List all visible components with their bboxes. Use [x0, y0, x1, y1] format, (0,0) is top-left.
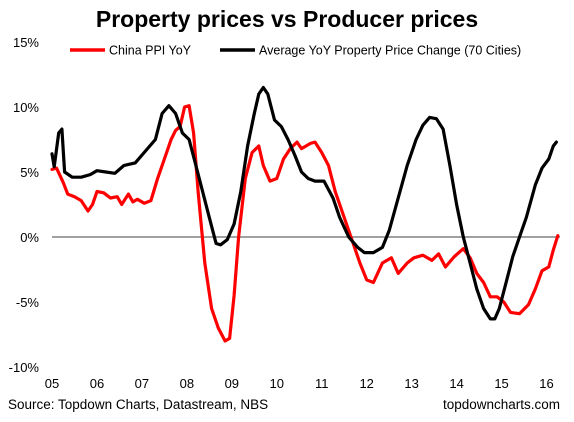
y-tick-label: 5%: [20, 165, 39, 180]
y-tick-label: 0%: [20, 230, 39, 245]
brand-label: topdowncharts.com: [443, 397, 560, 412]
y-tick-label: 15%: [13, 35, 39, 50]
legend-label-ppi: China PPI YoY: [109, 44, 192, 58]
y-tick-label: -5%: [16, 295, 40, 310]
source-note: Source: Topdown Charts, Datastream, NBS: [8, 397, 268, 412]
legend: China PPI YoY Average YoY Property Price…: [70, 44, 521, 58]
x-tick-label: 14: [449, 376, 463, 391]
plot-lines: [50, 85, 560, 343]
x-tick-label: 15: [494, 376, 508, 391]
y-tick-label: 10%: [13, 100, 39, 115]
chart-title: Property prices vs Producer prices: [96, 6, 478, 32]
x-tick-label: 05: [45, 376, 59, 391]
x-tick-label: 11: [315, 376, 329, 391]
x-tick-label: 07: [135, 376, 149, 391]
x-tick-label: 06: [90, 376, 104, 391]
x-axis-ticks: 05 06 07 08 09 10 11 12 13 14 15 16: [45, 376, 554, 391]
y-axis-ticks: 15% 10% 5% 0% -5% -10%: [9, 35, 40, 375]
x-tick-label: 09: [225, 376, 239, 391]
x-tick-label: 13: [404, 376, 418, 391]
x-tick-label: 16: [539, 376, 553, 391]
axes: 15% 10% 5% 0% -5% -10% 05 06 07 08 09 10 11 12 13 14 15…: [9, 35, 560, 391]
property-series-line: [50, 85, 559, 321]
legend-label-property: Average YoY Property Price Change (70 Ci…: [259, 44, 521, 58]
x-tick-label: 10: [270, 376, 284, 391]
y-tick-label: -10%: [9, 360, 40, 375]
x-tick-label: 08: [180, 376, 194, 391]
x-tick-label: 12: [359, 376, 373, 391]
